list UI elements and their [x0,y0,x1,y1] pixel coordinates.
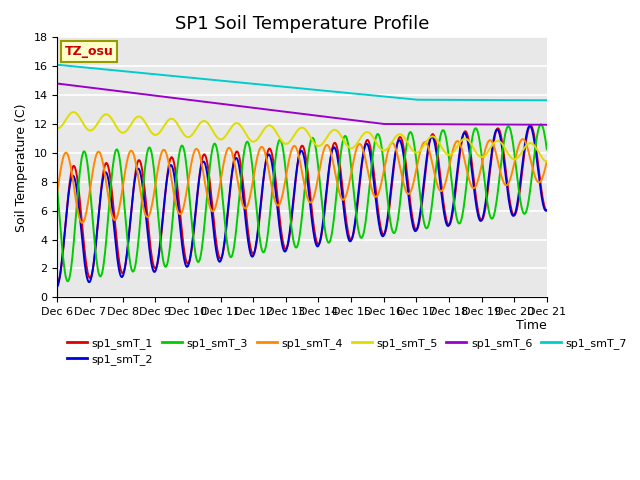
sp1_smT_4 [78,220,86,226]
sp1_smT_4 [113,213,121,219]
sp1_smT_4 [54,189,61,194]
Legend: sp1_smT_1, sp1_smT_2, sp1_smT_3, sp1_smT_4, sp1_smT_5, sp1_smT_6, sp1_smT_7: sp1_smT_1, sp1_smT_2, sp1_smT_3, sp1_smT… [63,334,632,370]
sp1_smT_6 [361,119,369,124]
sp1_smT_7 [54,62,61,68]
Line: sp1_smT_7: sp1_smT_7 [58,65,547,100]
sp1_smT_2 [526,123,534,129]
Line: sp1_smT_6: sp1_smT_6 [58,84,547,125]
sp1_smT_3 [543,146,550,152]
sp1_smT_5 [376,145,384,151]
Line: sp1_smT_4: sp1_smT_4 [58,139,547,223]
sp1_smT_4 [63,150,70,156]
sp1_smT_1 [113,238,120,243]
sp1_smT_4 [189,153,196,159]
sp1_smT_3 [376,136,384,142]
sp1_smT_2 [543,207,550,213]
sp1_smT_5 [113,125,121,131]
sp1_smT_5 [54,125,61,131]
sp1_smT_4 [519,136,527,142]
sp1_smT_4 [163,153,171,158]
sp1_smT_7 [163,72,170,78]
sp1_smT_3 [54,188,61,194]
sp1_smT_6 [163,94,170,100]
sp1_smT_5 [63,116,70,122]
sp1_smT_7 [113,68,120,73]
sp1_smT_1 [188,243,196,249]
sp1_smT_5 [543,159,550,165]
sp1_smT_6 [113,88,120,94]
sp1_smT_3 [189,230,196,236]
sp1_smT_3 [163,262,171,268]
sp1_smT_5 [163,119,171,124]
sp1_smT_1 [54,280,61,286]
Text: Time: Time [516,319,547,332]
sp1_smT_2 [63,213,70,219]
sp1_smT_7 [376,93,383,99]
sp1_smT_3 [64,278,72,284]
Y-axis label: Soil Temperature (C): Soil Temperature (C) [15,103,28,231]
sp1_smT_3 [63,276,70,282]
sp1_smT_2 [361,143,369,149]
sp1_smT_2 [113,250,120,256]
Line: sp1_smT_2: sp1_smT_2 [58,126,547,287]
sp1_smT_2 [54,284,61,289]
sp1_smT_6 [54,81,61,86]
sp1_smT_6 [543,122,550,128]
sp1_smT_5 [70,109,77,115]
sp1_smT_1 [376,217,383,223]
sp1_smT_7 [361,92,369,97]
sp1_smT_7 [63,63,70,69]
sp1_smT_7 [188,75,196,81]
sp1_smT_3 [537,121,545,127]
sp1_smT_1 [527,122,534,128]
sp1_smT_5 [362,130,369,135]
sp1_smT_3 [362,218,369,224]
sp1_smT_1 [361,142,369,148]
Line: sp1_smT_5: sp1_smT_5 [58,112,547,162]
sp1_smT_2 [376,223,383,229]
sp1_smT_6 [376,120,383,126]
sp1_smT_7 [543,97,550,103]
sp1_smT_6 [188,97,196,103]
sp1_smT_2 [163,181,170,187]
sp1_smT_5 [189,131,196,137]
sp1_smT_1 [63,214,70,219]
sp1_smT_1 [543,208,550,214]
sp1_smT_4 [376,186,384,192]
sp1_smT_3 [113,147,121,153]
sp1_smT_4 [543,159,550,165]
Line: sp1_smT_3: sp1_smT_3 [58,124,547,281]
Line: sp1_smT_1: sp1_smT_1 [58,125,547,283]
sp1_smT_4 [362,158,369,164]
Title: SP1 Soil Temperature Profile: SP1 Soil Temperature Profile [175,15,429,33]
sp1_smT_2 [188,240,196,246]
sp1_smT_6 [63,82,70,87]
Text: TZ_osu: TZ_osu [65,45,113,58]
sp1_smT_1 [163,180,170,186]
